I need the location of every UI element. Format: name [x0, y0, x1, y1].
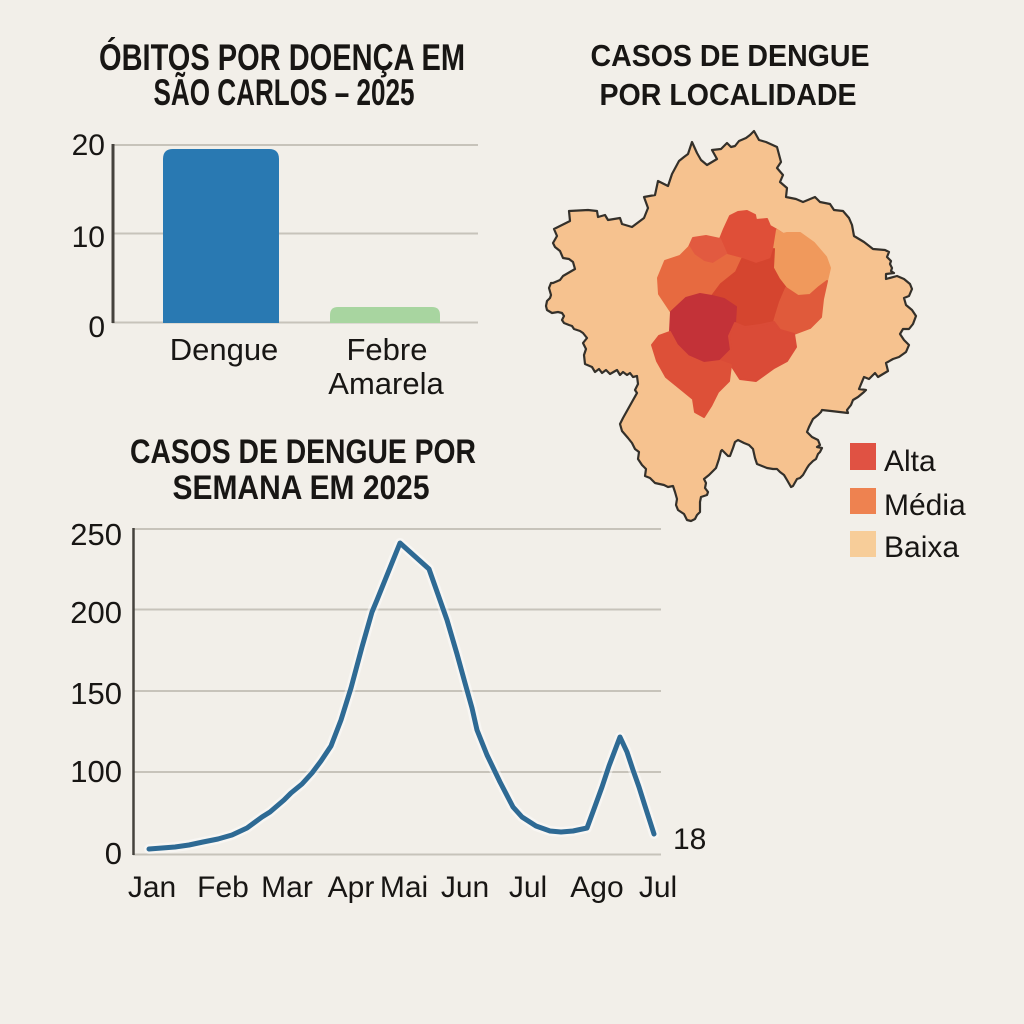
svg-text:CASOS DE DENGUE: CASOS DE DENGUE — [591, 38, 870, 73]
svg-text:Jul: Jul — [509, 871, 547, 904]
svg-text:18: 18 — [673, 823, 706, 856]
svg-text:Alta: Alta — [884, 445, 936, 478]
svg-text:250: 250 — [70, 517, 122, 552]
svg-text:POR LOCALIDADE: POR LOCALIDADE — [600, 77, 857, 112]
svg-text:150: 150 — [70, 676, 122, 711]
svg-text:0: 0 — [105, 836, 122, 871]
svg-text:Feb: Feb — [197, 871, 249, 904]
svg-text:Média: Média — [884, 489, 966, 522]
svg-text:200: 200 — [70, 595, 122, 630]
svg-text:ÓBITOS POR DOENÇA EM: ÓBITOS POR DOENÇA EM — [99, 36, 465, 78]
svg-text:SEMANA EM 2025: SEMANA EM 2025 — [173, 469, 430, 507]
svg-text:10: 10 — [72, 221, 105, 254]
svg-text:Febre: Febre — [347, 332, 428, 367]
svg-text:SÃO CARLOS – 2025: SÃO CARLOS – 2025 — [154, 71, 415, 113]
svg-text:Ago: Ago — [570, 871, 623, 904]
svg-text:Baixa: Baixa — [884, 531, 959, 564]
svg-text:CASOS DE DENGUE POR: CASOS DE DENGUE POR — [130, 433, 476, 471]
svg-text:0: 0 — [88, 311, 105, 344]
svg-text:Jul: Jul — [639, 871, 677, 904]
svg-text:Jan: Jan — [128, 871, 176, 904]
svg-text:20: 20 — [72, 129, 105, 162]
svg-text:Mai: Mai — [380, 871, 428, 904]
svg-text:Apr: Apr — [328, 871, 375, 904]
svg-text:Amarela: Amarela — [328, 366, 444, 401]
svg-text:Jun: Jun — [441, 871, 489, 904]
svg-text:Mar: Mar — [261, 871, 313, 904]
svg-text:Dengue: Dengue — [170, 332, 279, 367]
svg-text:100: 100 — [70, 754, 122, 789]
